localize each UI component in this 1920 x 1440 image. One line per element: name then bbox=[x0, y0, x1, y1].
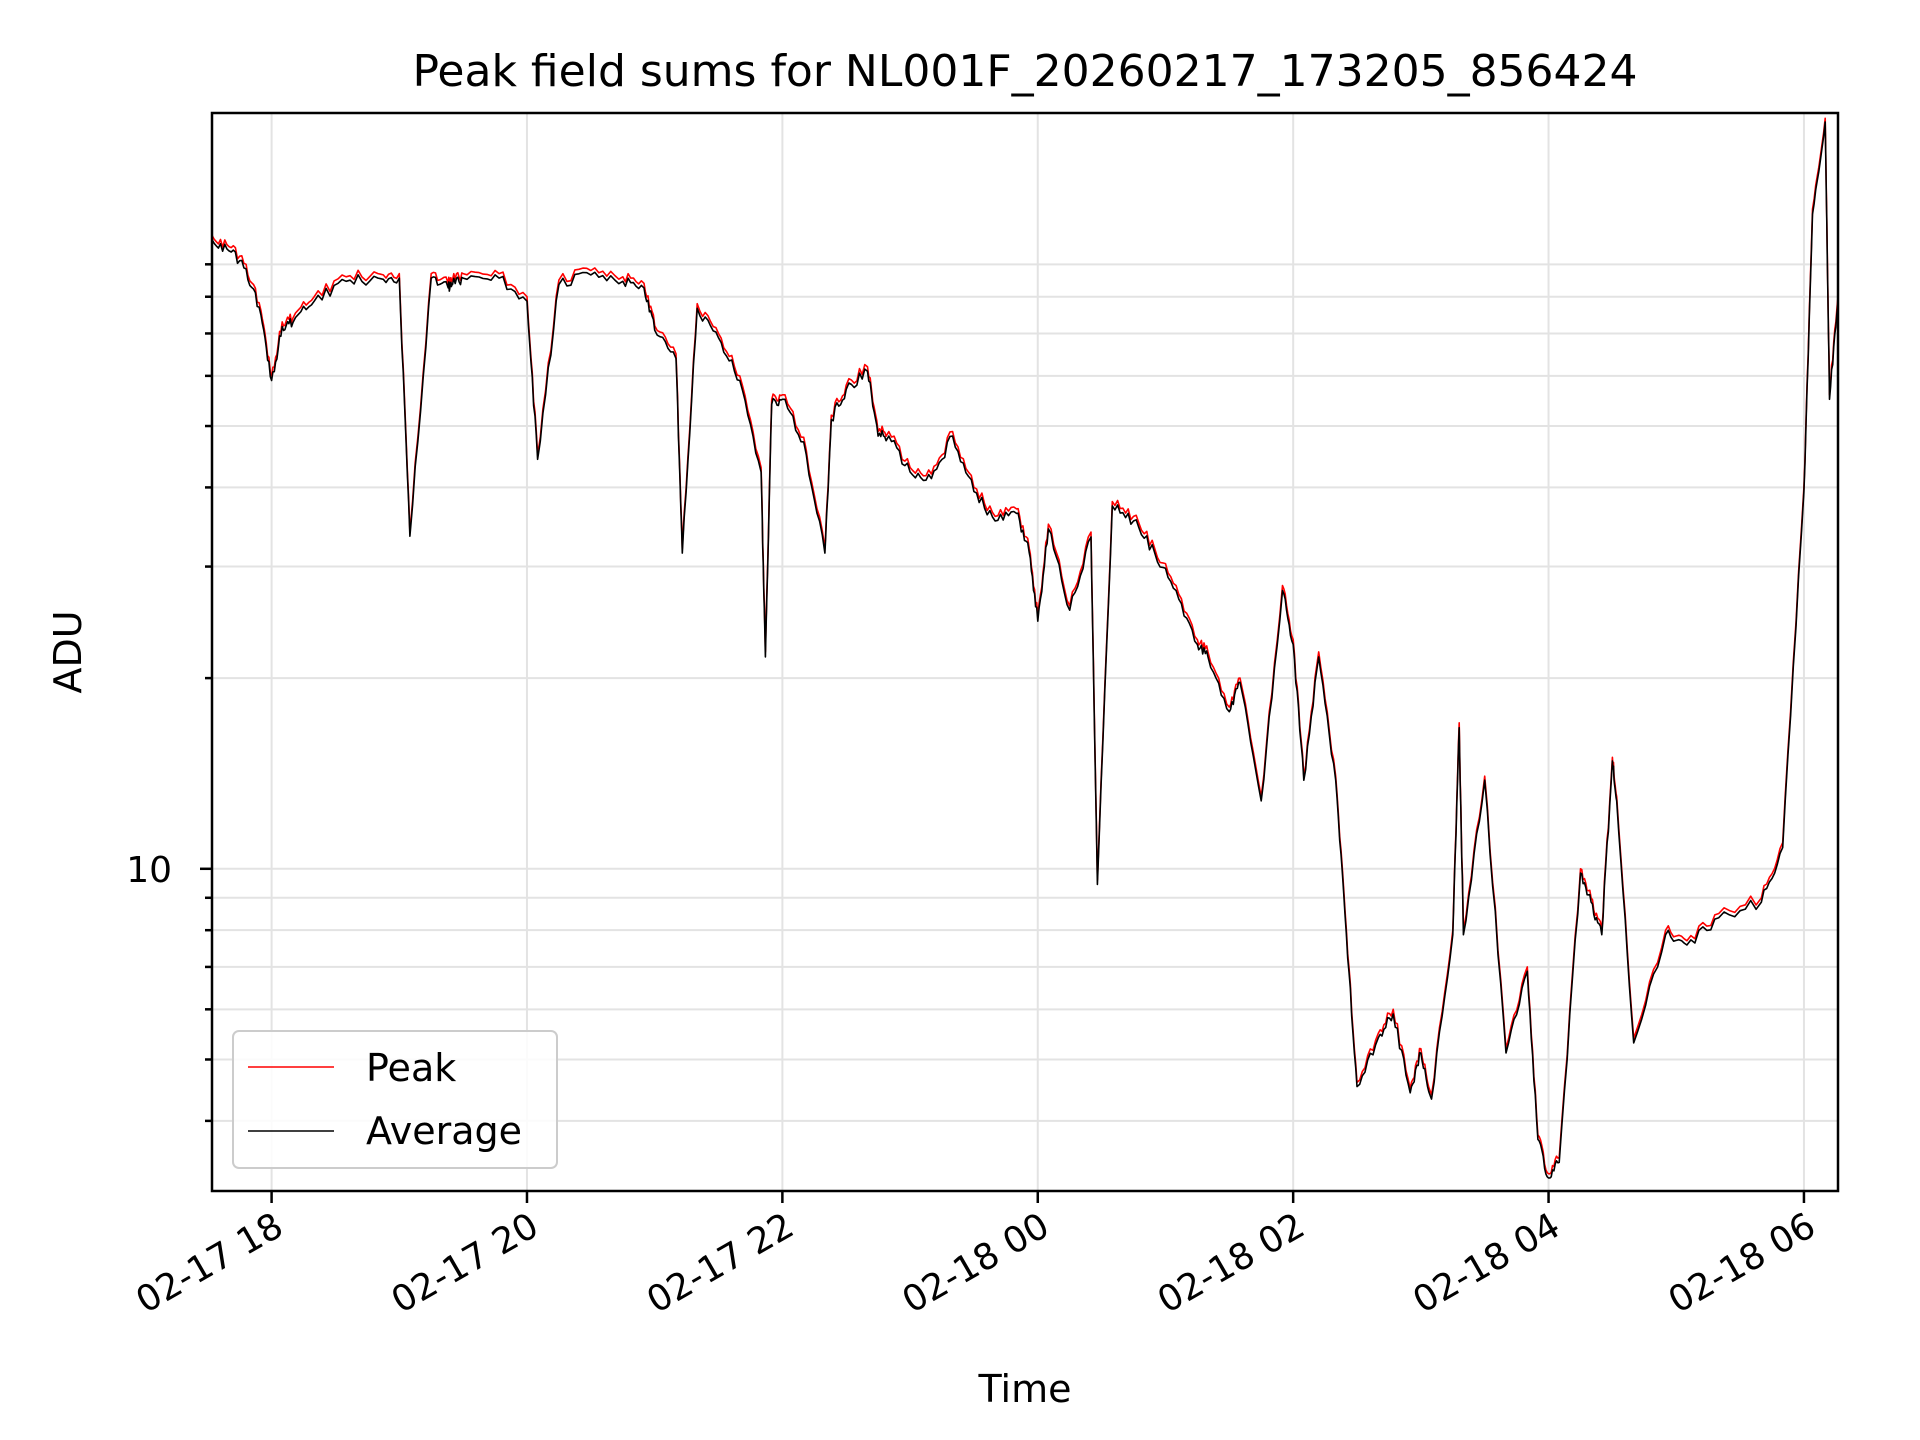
x-axis-label: Time bbox=[978, 1367, 1072, 1411]
y-tick-label: 10 bbox=[126, 850, 172, 891]
legend-peak-label: Peak bbox=[366, 1046, 456, 1090]
series-line-average bbox=[212, 121, 1838, 1179]
plot-frame bbox=[210, 111, 1840, 1193]
grid bbox=[212, 113, 1838, 1191]
legend: Peak Average bbox=[232, 1030, 558, 1169]
legend-box bbox=[232, 1030, 558, 1169]
series-layer bbox=[212, 117, 1838, 1179]
legend-average-label: Average bbox=[366, 1109, 522, 1153]
series-line-peak bbox=[212, 117, 1838, 1175]
chart-title: Peak field sums for NL001F_20260217_1732… bbox=[412, 46, 1637, 97]
y-tick-base: 10 bbox=[126, 850, 172, 891]
y-axis-label: ADU bbox=[46, 610, 90, 693]
